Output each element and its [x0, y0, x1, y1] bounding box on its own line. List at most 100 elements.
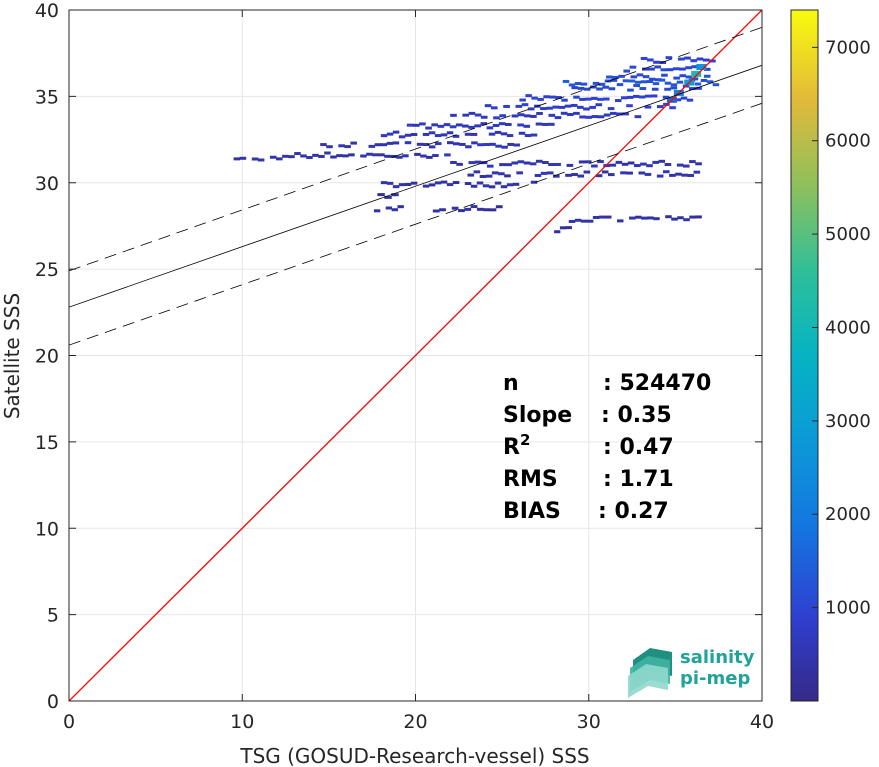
density-cell [464, 182, 472, 186]
density-cell [669, 173, 676, 177]
density-cell [483, 208, 491, 212]
colorbar [790, 9, 819, 702]
density-cell [490, 106, 498, 110]
density-cell [480, 115, 488, 119]
density-cell [589, 85, 597, 89]
density-cell [630, 75, 638, 79]
density-cell [443, 123, 451, 127]
density-cell [629, 216, 636, 220]
density-cell [679, 74, 687, 78]
density-cell [517, 160, 525, 164]
density-cell [639, 87, 647, 91]
density-cell [434, 181, 442, 185]
density-cell [257, 158, 265, 162]
density-cell [646, 58, 654, 62]
density-cell [414, 152, 421, 156]
colorbar-tick-label: 4000 [825, 317, 871, 338]
density-cell [674, 98, 682, 102]
density-cell [406, 123, 414, 127]
density-cell [468, 111, 476, 115]
density-cell [554, 230, 561, 234]
density-cell [534, 173, 542, 177]
x-tick-label: 0 [63, 711, 75, 733]
y-tick-label: 25 [35, 259, 59, 281]
density-cell [491, 171, 499, 175]
density-cell [664, 87, 671, 91]
density-cell [506, 134, 514, 138]
density-cell [626, 95, 634, 99]
density-cell [683, 218, 690, 222]
density-cell [603, 113, 611, 117]
density-cell [641, 67, 649, 71]
density-cell [422, 143, 430, 147]
density-cell [638, 171, 646, 175]
density-cell [251, 157, 259, 161]
density-cell [610, 78, 618, 82]
density-cell [324, 151, 331, 155]
density-cell [616, 112, 623, 116]
density-cell [398, 135, 406, 139]
density-cell [553, 174, 560, 178]
density-cell [577, 86, 585, 90]
density-cell [386, 132, 394, 136]
density-cell [558, 105, 566, 109]
density-cell [495, 205, 503, 209]
density-cell [546, 106, 553, 110]
density-cell [464, 132, 472, 136]
density-cell [606, 75, 613, 79]
density-cell [627, 88, 634, 92]
density-cell [686, 98, 694, 102]
density-cell [437, 124, 445, 128]
density-cell [598, 82, 606, 86]
density-cell [656, 105, 664, 109]
density-cell [450, 160, 457, 164]
density-cell [504, 174, 511, 178]
density-cell [320, 143, 327, 147]
density-cell [426, 155, 433, 159]
density-cell [530, 114, 537, 118]
density-cell [530, 133, 538, 137]
density-cell [498, 172, 505, 176]
density-cell [404, 133, 412, 137]
density-cell [663, 102, 670, 106]
density-cell [633, 84, 640, 88]
density-cell [425, 126, 432, 130]
density-cell [419, 122, 426, 126]
density-cell [384, 154, 391, 158]
density-cell [498, 122, 506, 126]
density-cell [609, 111, 617, 115]
line-regression-upper [69, 26, 762, 272]
density-cell [447, 141, 454, 145]
density-cell [591, 96, 598, 100]
density-cell [276, 157, 283, 161]
density-cell [641, 216, 648, 220]
density-cell [434, 134, 442, 138]
stat-key: BIAS [503, 499, 561, 524]
density-hotspot [691, 70, 702, 77]
density-cell [583, 87, 591, 91]
density-cell [636, 73, 644, 77]
density-cell [368, 144, 376, 148]
density-cell [474, 124, 481, 128]
density-cell [689, 160, 696, 164]
density-cell [523, 161, 531, 165]
density-cell [690, 59, 698, 63]
density-cell [452, 134, 460, 138]
line-identity [69, 10, 762, 701]
density-cell [468, 125, 475, 129]
density-cell [537, 97, 544, 101]
density-cell [616, 83, 624, 87]
y-axis-ticks: 0 5 10 15 20 25 30 35 40 [35, 0, 762, 713]
density-cell [462, 124, 469, 128]
density-cell [505, 163, 512, 167]
density-cell [607, 107, 615, 111]
density-cell [579, 97, 586, 101]
density-cell [629, 65, 637, 69]
density-cell [571, 173, 578, 177]
density-cell [628, 79, 636, 83]
density-cell [495, 144, 502, 148]
density-cell [536, 111, 543, 115]
y-tick-label: 0 [47, 691, 59, 713]
density-cell [646, 164, 653, 168]
colorbar-tick-label: 7000 [825, 37, 871, 58]
